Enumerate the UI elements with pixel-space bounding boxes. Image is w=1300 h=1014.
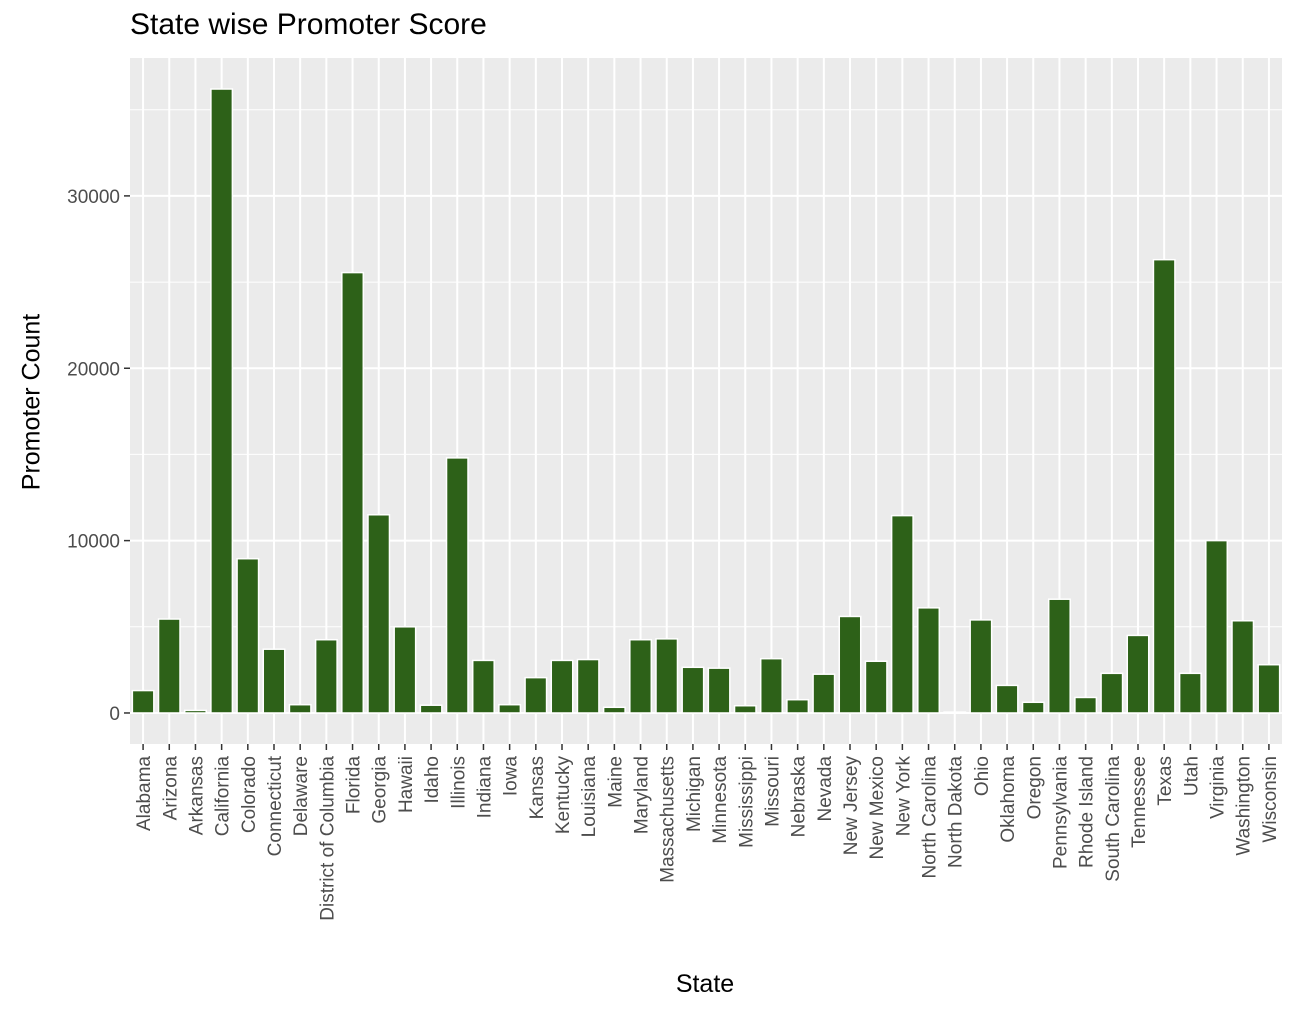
x-tick-label: Florida [344,756,365,815]
bar [864,660,888,714]
x-tick-label: New Jersey [841,756,862,856]
x-tick-label: Nebraska [789,756,810,838]
x-tick-label: California [213,756,234,837]
chart-title: State wise Promoter Score [130,8,487,41]
x-tick-label: Nevada [815,756,836,822]
bar [1126,634,1150,714]
x-tick-label: Hawaii [396,756,417,813]
x-tick-label: Connecticut [265,755,286,856]
bar [812,673,836,714]
x-tick-label: Idaho [422,756,443,804]
x-tick-label: Iowa [501,756,522,797]
x-tick-label: Oklahoma [998,756,1019,843]
bar [655,638,679,714]
x-tick-label: Utah [1181,756,1202,796]
x-tick-label: Louisiana [579,756,600,838]
bar [445,457,469,714]
bar [759,657,783,714]
x-tick-label: Kentucky [553,756,574,835]
bar [1231,620,1255,714]
x-tick-label: Tennessee [1129,756,1150,848]
x-tick-label: Ohio [972,756,993,796]
bar [602,706,626,714]
x-tick-label: North Dakota [946,756,967,868]
y-axis-title: Promoter Count [17,313,46,491]
bar [183,709,207,714]
bar [733,704,757,714]
bar [288,703,312,714]
bar [393,626,417,714]
bar [995,684,1019,714]
x-tick-label: District of Columbia [317,756,338,921]
bar [1100,672,1124,714]
x-tick-label: Arizona [160,756,181,821]
bar [1074,696,1098,714]
y-tick-label: 20000 [67,359,120,380]
y-tick-label: 0 [109,704,120,725]
bar [943,711,967,714]
x-tick-label: Georgia [370,756,391,824]
bar [576,658,600,714]
x-tick-label: New York [893,756,914,837]
bar [419,704,443,714]
x-tick-label: Massachusetts [658,756,679,883]
x-tick-label: Rhode Island [1077,756,1098,868]
x-tick-label: North Carolina [920,756,941,879]
bar [210,88,234,714]
bar [890,514,914,714]
x-tick-label: Kansas [527,756,548,819]
y-tick-label: 10000 [67,532,120,553]
x-tick-label: New Mexico [867,756,888,859]
x-tick-label: Mississippi [736,756,757,848]
bar [838,615,862,714]
x-tick-label: Minnesota [710,756,731,844]
bar [1021,701,1045,714]
x-tick-label: Indiana [474,756,495,819]
x-tick-label: Oregon [1024,756,1045,819]
bar [917,607,941,714]
bar [236,557,260,714]
bar [157,618,181,714]
x-tick-label: Illinois [448,756,469,809]
x-axis-title: State [675,970,735,998]
x-tick-label: Virginia [1208,756,1229,819]
bar [786,698,810,714]
bar [681,666,705,714]
y-tick-label: 30000 [67,187,120,208]
x-tick-label: Missouri [762,756,783,827]
bar [629,638,653,714]
bar [707,667,731,714]
bar [131,689,155,714]
bar [314,638,338,714]
x-tick-label: Alabama [134,756,155,831]
bar [1047,598,1071,714]
x-tick-label: South Carolina [1103,756,1124,882]
plot-panel [130,58,1282,744]
bar [1178,672,1202,714]
bar [1205,539,1229,714]
bar [341,271,365,714]
bar [471,659,495,714]
x-tick-label: Maryland [632,756,653,834]
x-tick-label: Colorado [239,756,260,833]
x-tick-label: Washington [1234,756,1255,856]
bar [969,619,993,714]
bar [550,659,574,714]
bar [524,676,548,714]
x-tick-label: Delaware [291,756,312,836]
x-tick-label: Wisconsin [1260,756,1281,843]
bar [1257,663,1281,714]
x-tick-label: Pennsylvania [1050,756,1071,869]
x-tick-label: Arkansas [186,756,207,835]
bar [367,514,391,714]
bar [1152,258,1176,714]
x-tick-label: Maine [605,756,626,808]
bar [262,648,286,714]
bar [498,703,522,714]
x-tick-label: Texas [1155,756,1176,806]
x-tick-label: Michigan [684,756,705,832]
